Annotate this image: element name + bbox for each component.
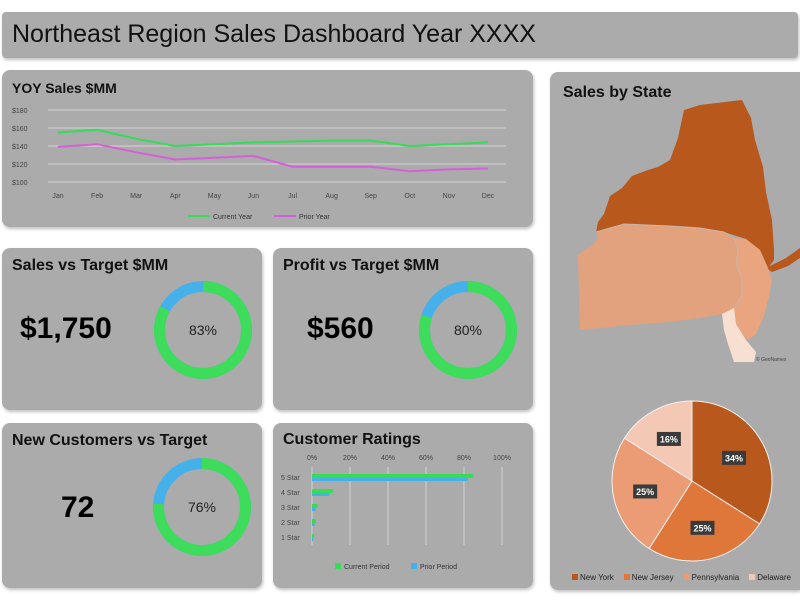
- ratings-bar-prior: [312, 493, 330, 496]
- customers-target-card: New Customers vs Target 72 76%: [2, 423, 262, 588]
- ratings-bar-prior: [312, 538, 313, 541]
- map-new-york[interactable]: [596, 100, 774, 268]
- yoy-sales-chart: $100 $120 $140 $160 $180 Jan Feb Mar Apr May Jun Ju…: [12, 108, 506, 221]
- sales-target-card: Sales vs Target $MM $1,750 83%: [2, 248, 262, 410]
- yoy-x-tick: May: [208, 193, 222, 200]
- yoy-x-tick: Sep: [364, 193, 377, 200]
- ratings-bar-prior: [312, 478, 468, 481]
- ratings-bar-current: [312, 504, 318, 508]
- yoy-x-tick: Nov: [443, 193, 456, 200]
- ratings-x-tick: 60%: [419, 455, 433, 462]
- yoy-x-tick: Apr: [170, 193, 182, 200]
- ratings-x-tick: 40%: [381, 455, 395, 462]
- legend-label-delaware: Delaware: [757, 573, 791, 582]
- ratings-bar-current: [312, 534, 314, 538]
- yoy-y-tick: $120: [12, 162, 28, 169]
- legend-label-new-york: New York: [580, 573, 614, 582]
- pie-label-box: [656, 431, 681, 446]
- ratings-legend-swatch: [411, 563, 417, 569]
- yoy-x-tick: Mar: [130, 193, 143, 200]
- donut-percent-label: 80%: [454, 322, 482, 338]
- yoy-x-tick: Jun: [248, 193, 259, 200]
- yoy-sales-title: YOY Sales $MM: [12, 80, 117, 96]
- ratings-bar-current: [312, 474, 474, 478]
- map-new-jersey[interactable]: [731, 238, 772, 340]
- ratings-y-tick: 2 Star: [281, 520, 300, 527]
- ratings-legend-label: Current Period: [344, 564, 390, 571]
- yoy-legend-label: Current Year: [213, 214, 253, 221]
- ratings-y-tick: 5 Star: [281, 475, 300, 482]
- state-sales-title: Sales by State: [563, 84, 672, 101]
- ratings-bar-prior: [312, 523, 315, 526]
- map-pennsylvania[interactable]: [578, 224, 742, 330]
- customers-target-value: 72: [61, 491, 95, 524]
- state-pie-chart: 34% 25% 25% 16%: [611, 400, 773, 562]
- donut-achieved-arc: [419, 281, 517, 379]
- yoy-y-tick: $160: [12, 126, 28, 133]
- ratings-y-tick: 3 Star: [281, 505, 300, 512]
- yoy-x-tick: Feb: [91, 193, 103, 200]
- customers-target-title: New Customers vs Target: [12, 432, 208, 449]
- ratings-legend-label: Prior Period: [420, 564, 457, 571]
- ratings-x-tick: 20%: [343, 455, 357, 462]
- ratings-title: Customer Ratings: [283, 431, 421, 448]
- sales-target-title: Sales vs Target $MM: [12, 257, 169, 274]
- legend-item-pennsylvania[interactable]: Pennsylvania: [683, 573, 740, 582]
- map-long-island[interactable]: [766, 248, 800, 272]
- legend-item-new-jersey[interactable]: New Jersey: [623, 573, 674, 582]
- pie-label-box: [722, 450, 747, 465]
- pie-label-box: [633, 484, 658, 499]
- ratings-card: Customer Ratings 0% 20% 40% 60% 80% 100% 5 Sta…: [273, 423, 533, 588]
- pie-label-new-york: 34%: [725, 453, 743, 463]
- donut-achieved-arc: [153, 458, 251, 556]
- ratings-y-tick: 4 Star: [281, 490, 300, 497]
- legend-item-new-york[interactable]: New York: [572, 573, 614, 582]
- yoy-series-current-year: [57, 128, 489, 148]
- ratings-bar-current: [312, 519, 316, 523]
- ratings-x-tick: 80%: [457, 455, 471, 462]
- map-credit: © GeoNames: [756, 357, 787, 363]
- profit-target-donut: 80%: [419, 281, 517, 379]
- legend-item-delaware[interactable]: Delaware: [749, 573, 791, 582]
- profit-target-value: $560: [307, 312, 374, 345]
- yoy-x-tick: Jan: [52, 193, 63, 200]
- ratings-x-tick: 100%: [493, 455, 511, 462]
- yoy-x-tick: Dec: [482, 193, 495, 200]
- donut-achieved-arc: [154, 281, 252, 379]
- yoy-y-tick: $100: [12, 180, 28, 187]
- yoy-y-tick: $180: [12, 108, 28, 115]
- ratings-bar-prior: [312, 508, 316, 511]
- pie-label-new-jersey: 25%: [693, 523, 711, 533]
- legend-label-new-jersey: New Jersey: [631, 573, 674, 582]
- dashboard-title-bar: Northeast Region Sales Dashboard Year XX…: [2, 12, 798, 58]
- map-delaware[interactable]: [722, 308, 756, 362]
- ratings-y-tick: 1 Star: [281, 535, 300, 542]
- donut-percent-label: 76%: [188, 499, 216, 515]
- yoy-x-tick: Jul: [288, 193, 297, 200]
- sales-target-donut: 83%: [154, 281, 252, 379]
- customers-target-donut: 76%: [153, 458, 251, 556]
- ratings-bar-current: [312, 489, 333, 493]
- ratings-chart: 0% 20% 40% 60% 80% 100% 5 Star 4 Star 3 Star 2 St…: [281, 455, 511, 571]
- pie-label-pennsylvania: 25%: [636, 487, 654, 497]
- state-pie-legend: New York New Jersey Pennsylvania Delawar…: [572, 573, 791, 582]
- state-map: [578, 100, 800, 362]
- ratings-legend-swatch: [335, 563, 341, 569]
- profit-target-title: Profit vs Target $MM: [283, 257, 440, 274]
- profit-target-card: Profit vs Target $MM $560 80%: [273, 248, 533, 410]
- donut-percent-label: 83%: [189, 322, 217, 338]
- pie-label-delaware: 16%: [660, 434, 678, 444]
- dashboard-title: Northeast Region Sales Dashboard Year XX…: [12, 20, 536, 48]
- yoy-sales-card: YOY Sales $MM $100 $120 $140 $160 $180 Jan Feb…: [2, 70, 533, 227]
- yoy-legend-label: Prior Year: [299, 214, 330, 221]
- yoy-x-tick: Aug: [325, 193, 338, 200]
- yoy-x-tick: Oct: [404, 193, 415, 200]
- ratings-x-tick: 0%: [307, 455, 317, 462]
- pie-label-box: [690, 520, 715, 535]
- yoy-series-prior-year: [57, 143, 489, 173]
- sales-target-value: $1,750: [20, 312, 112, 345]
- legend-label-pennsylvania: Pennsylvania: [691, 573, 740, 582]
- yoy-y-tick: $140: [12, 144, 28, 151]
